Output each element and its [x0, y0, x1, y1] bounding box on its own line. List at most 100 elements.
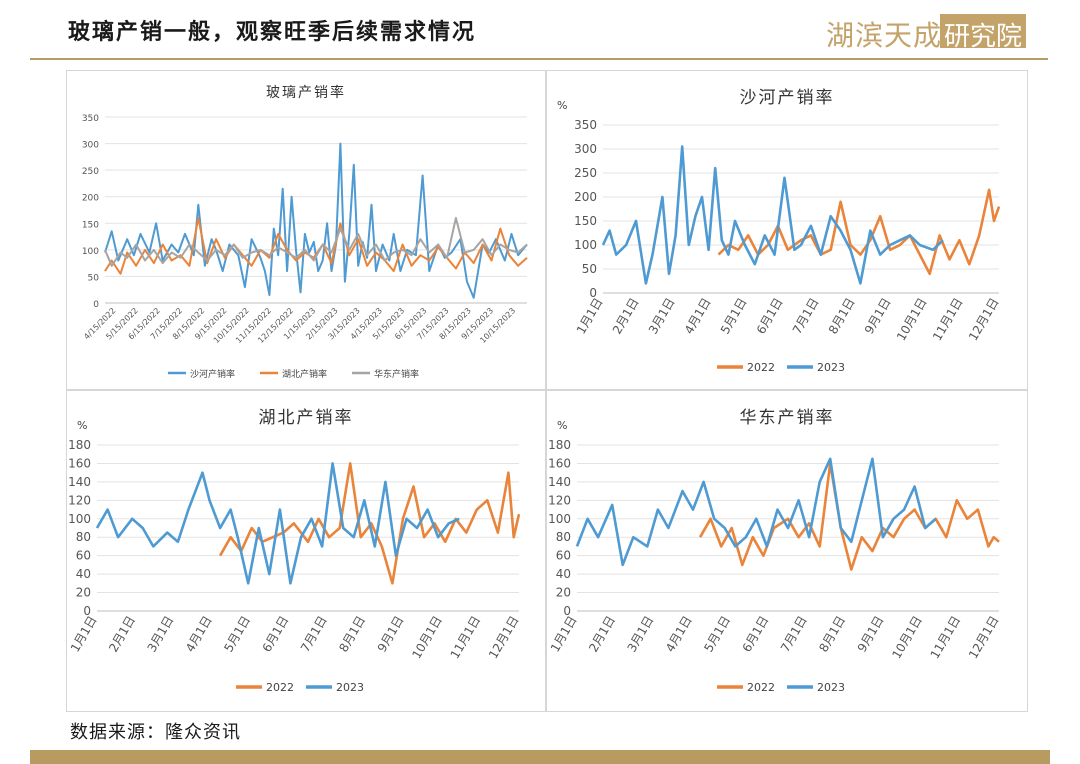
y-tick-label: 80	[556, 530, 571, 544]
x-tick-label: 3月1日	[646, 296, 678, 337]
x-tick-label: 3月1日	[145, 614, 177, 655]
x-tick-label: 9月1日	[862, 296, 894, 337]
series-line	[104, 217, 528, 267]
y-tick-label: 150	[574, 214, 597, 228]
series-line	[104, 217, 528, 275]
x-tick-label: 1月1日	[68, 614, 100, 655]
y-tick-label: 160	[548, 456, 571, 470]
x-tick-label: 4月1日	[183, 614, 215, 655]
y-tick-label: 50	[582, 262, 597, 276]
x-tick-label: 12月1日	[486, 614, 522, 662]
series-line	[575, 457, 937, 567]
y-tick-label: 20	[556, 586, 571, 600]
x-tick-label: 9月1日	[855, 614, 887, 655]
legend-label: 沙河产销率	[190, 368, 235, 380]
legend-label: 湖北产销率	[282, 368, 327, 380]
x-tick-label: 1月1日	[574, 296, 606, 337]
y-tick-label: 20	[76, 586, 91, 600]
y-tick-label: 350	[82, 114, 99, 124]
footer-bar	[30, 750, 1050, 764]
x-tick-label: 7月1日	[778, 614, 810, 655]
x-tick-label: 5月1日	[221, 614, 253, 655]
series-line	[698, 462, 1000, 571]
series-line	[95, 462, 460, 585]
y-tick-label: 180	[548, 438, 571, 452]
series-line	[104, 142, 528, 299]
y-tick-label: 80	[76, 530, 91, 544]
y-tick-label: 160	[68, 456, 91, 470]
x-tick-label: 2月1日	[610, 296, 642, 337]
chart-panel-hubei: 湖北产销率% 0 20 40 60 80 100 120 140 160 180 1月1日 2月1日 3月…	[66, 390, 546, 712]
x-tick-label: 8月1日	[816, 614, 848, 655]
x-tick-label: 5月1日	[701, 614, 733, 655]
chart-svg: 华东产销率% 0 20 40 60 80 100 120 140 160 180 1月1日 2月1日 3月…	[548, 408, 1002, 694]
series-line	[717, 188, 1001, 276]
y-tick-label: 120	[68, 493, 91, 507]
y-tick-label: 100	[68, 512, 91, 526]
x-tick-label: 9月1日	[375, 614, 407, 655]
x-tick-label: 4月1日	[682, 296, 714, 337]
y-tick-label: 100	[574, 238, 597, 252]
y-tick-label: 0	[93, 300, 99, 310]
x-tick-label: 5月1日	[718, 296, 750, 337]
y-tick-label: 350	[574, 118, 597, 132]
x-tick-label: 6月1日	[740, 614, 772, 655]
brand-text: 湖滨天成	[826, 19, 943, 52]
y-tick-label: 200	[574, 190, 597, 204]
legend-label: 2022	[266, 681, 294, 694]
chart-svg: 沙河产销率% 0 50 100 150 200 250 300 350 1月1日 2月1日 3月1日 4…	[557, 88, 1002, 374]
chart-svg: 湖北产销率% 0 20 40 60 80 100 120 140 160 180 1月1日 2月1日 3月…	[68, 408, 522, 694]
brand-box: 研究院	[940, 14, 1026, 52]
legend-label: 2022	[747, 361, 775, 374]
chart-title: 沙河产销率	[740, 88, 835, 108]
x-tick-label: 3月1日	[625, 614, 657, 655]
legend-label: 2023	[817, 681, 845, 694]
x-tick-label: 12月1日	[966, 614, 1002, 662]
x-tick-label: 7月1日	[298, 614, 330, 655]
x-tick-label: 2月1日	[106, 614, 138, 655]
x-tick-label: 4月1日	[663, 614, 695, 655]
y-tick-label: 100	[82, 247, 99, 257]
brand-logo: 湖滨天成 研究院	[826, 12, 1030, 52]
x-tick-label: 8月1日	[336, 614, 368, 655]
y-tick-label: 300	[574, 142, 597, 156]
header-rule	[30, 58, 1048, 60]
y-tick-label: 140	[548, 475, 571, 489]
x-tick-label: 10月1日	[894, 296, 930, 344]
legend-label: 2023	[336, 681, 364, 694]
y-axis-label: %	[557, 419, 567, 432]
y-tick-label: 200	[82, 194, 99, 204]
x-tick-label: 6月1日	[754, 296, 786, 337]
y-tick-label: 40	[76, 567, 91, 581]
source-note: 数据来源：隆众资讯	[70, 722, 241, 743]
y-tick-label: 180	[68, 438, 91, 452]
y-tick-label: 100	[548, 512, 571, 526]
x-tick-label: 7月1日	[790, 296, 822, 337]
x-tick-label: 10月1日	[889, 614, 925, 662]
y-tick-label: 120	[548, 493, 571, 507]
x-tick-label: 10月1日	[409, 614, 445, 662]
y-axis-label: %	[557, 99, 567, 112]
legend-label: 2022	[747, 681, 775, 694]
x-tick-label: 12月1日	[966, 296, 1002, 344]
brand-box-text: 研究院	[943, 22, 1022, 52]
y-tick-label: 50	[88, 273, 100, 283]
x-tick-label: 11月1日	[930, 296, 966, 344]
chart-title: 玻璃产销率	[266, 84, 346, 101]
y-tick-label: 0	[589, 286, 597, 300]
x-tick-label: 2月1日	[586, 614, 618, 655]
chart-title: 湖北产销率	[259, 408, 354, 428]
legend-label: 2023	[817, 361, 845, 374]
y-axis-label: %	[77, 419, 87, 432]
y-tick-label: 250	[82, 167, 99, 177]
y-tick-label: 150	[82, 220, 99, 230]
chart-panel-shahe: 沙河产销率% 0 50 100 150 200 250 300 350 1月1日 2月1日 3月1日 4…	[546, 70, 1028, 390]
chart-svg: 玻璃产销率0501001502002503003504/15/20225/15/…	[82, 84, 528, 380]
x-tick-label: 11月1日	[928, 614, 964, 662]
series-line	[601, 145, 944, 285]
y-tick-label: 300	[82, 141, 99, 151]
y-tick-label: 60	[556, 549, 571, 563]
chart-panel-huadong: 华东产销率% 0 20 40 60 80 100 120 140 160 180 1月1日 2月1日 3月…	[546, 390, 1028, 712]
y-tick-label: 0	[83, 604, 91, 618]
x-tick-label: 6月1日	[260, 614, 292, 655]
